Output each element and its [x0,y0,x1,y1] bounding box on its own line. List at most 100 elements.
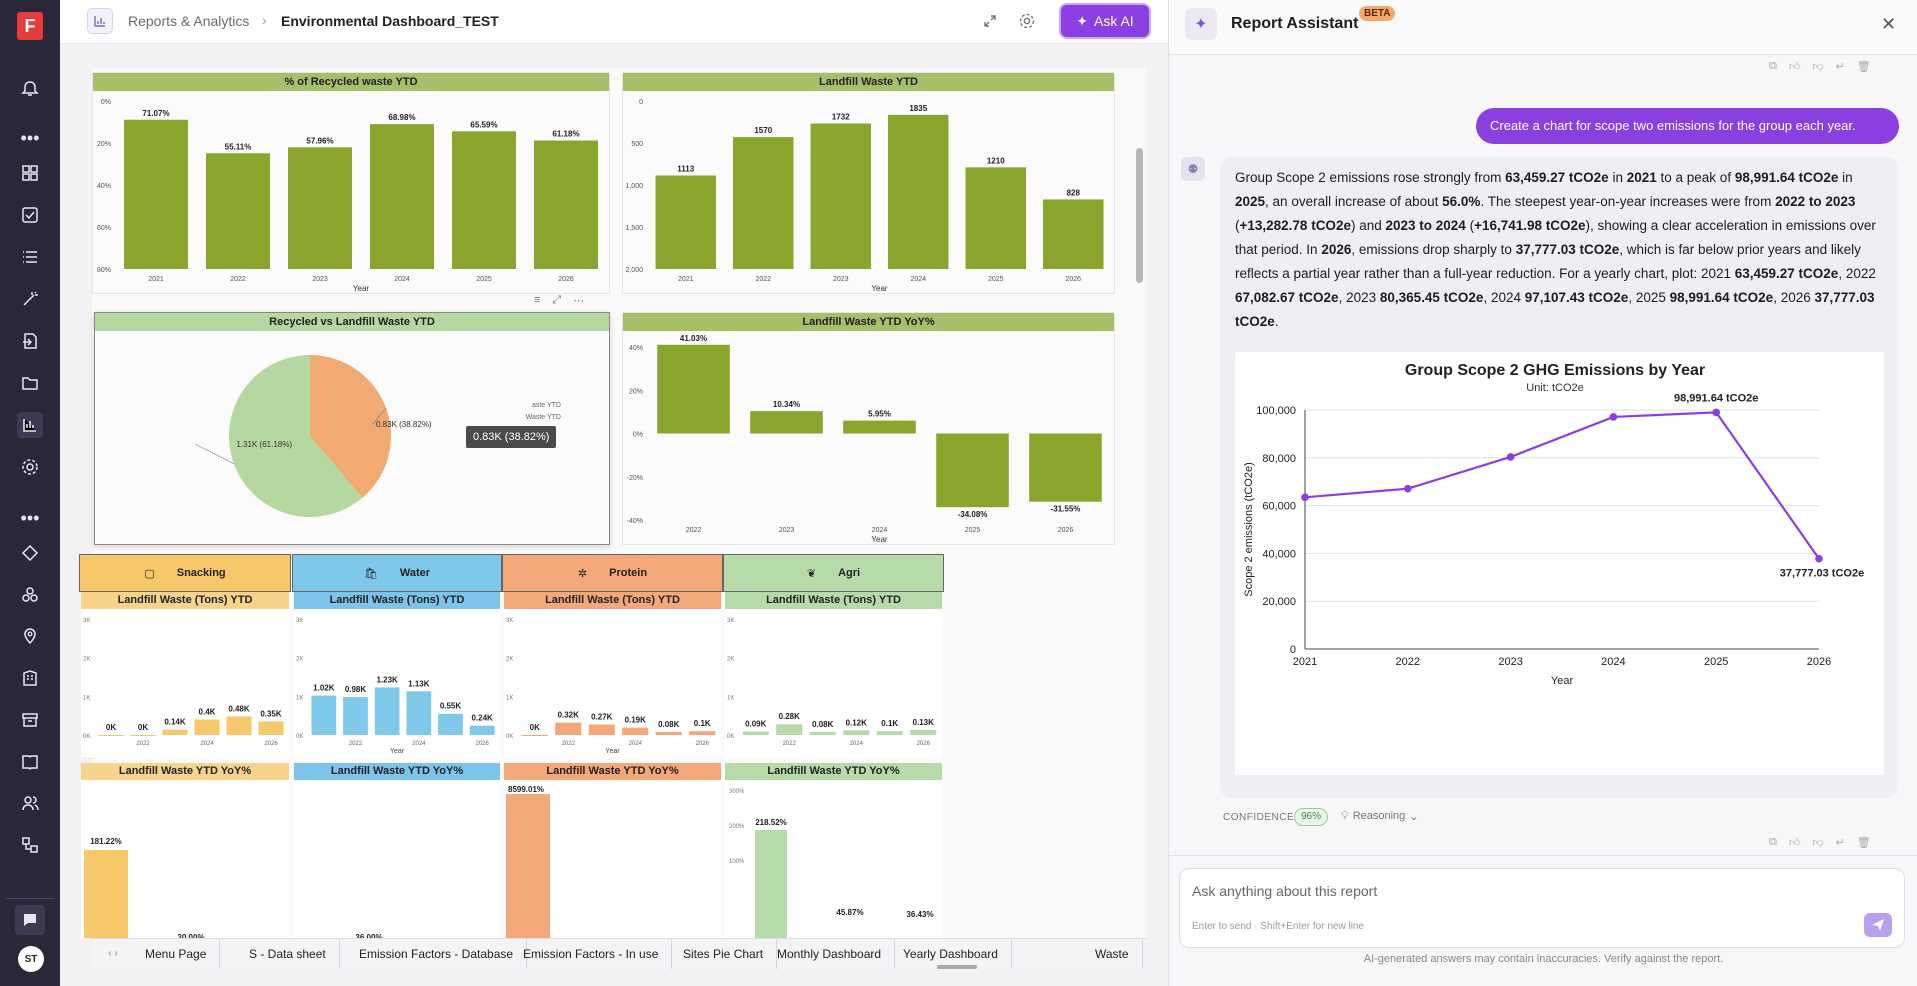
horizontal-scrollbar[interactable] [937,965,977,969]
chat-icon[interactable] [15,905,45,935]
sheet-tab[interactable]: Emission Factors - Database [346,939,528,969]
link-nodes-icon[interactable] [17,832,43,858]
chat-input[interactable]: Ask anything about this report [1192,883,1378,899]
list-icon[interactable] [17,244,43,270]
magic-wand-icon[interactable] [17,286,43,312]
segment-header-agri[interactable]: ❦ Agri [723,554,944,592]
bar [655,731,682,735]
segment-header-protein[interactable]: ✲ Protein [502,554,723,592]
y-tick-label: 40,000 [1262,548,1296,560]
folder-icon[interactable] [17,370,43,396]
segment-yoy-chart[interactable]: 36.00% [294,780,500,938]
y-tick-label: 1K [506,695,513,701]
y-tick-label: 1K [296,695,303,701]
segment-bar-chart[interactable]: 3K 2K 1K 0K 0K 0.32K 0.27K 0.19K 0.08K 0.1K 2022 20… [504,609,721,757]
y-tick-label: 3K [296,618,303,624]
segment-yoy-chart[interactable]: 8599.01% [504,780,721,938]
chat-input-box[interactable]: Ask anything about this report Enter to … [1179,868,1905,948]
sheet-tab[interactable]: S - Data sheet [236,939,340,969]
x-tick-label: 2026 [1058,527,1074,534]
copy-icon[interactable]: ⧉ [1769,836,1777,848]
filter-icon[interactable]: ≡ [534,294,541,306]
users-icon[interactable] [17,790,43,816]
snack-icon: ▢ [144,567,155,580]
chart-landfill-yoy[interactable]: Landfill Waste YTD YoY% 40% 20% 0% -20% -40%… [622,312,1115,545]
pie-label: 0.83K (38.82%) [376,420,432,429]
vertical-scrollbar[interactable] [1136,148,1143,283]
assistant-title: Report Assistant [1231,15,1359,32]
message-text-run: 67,082.67 tCO2e [1235,290,1339,305]
sheet-tab[interactable]: Yearly Dashboard [890,939,1012,969]
segment-bar-chart[interactable]: 3K 2K 1K 0K 0K 0K 0.14K 0.4K 0.48K 0.35K 2022 2024 2… [81,609,289,757]
bell-icon[interactable] [17,76,43,102]
segment-name: Agri [838,567,861,579]
segment-header-water[interactable]: 🛍︎ Water [292,554,502,592]
focus-icon[interactable]: ⤢ [552,294,562,306]
thumbs-down-icon[interactable]: 👎︎ [1812,61,1824,73]
data-label: 8599.01% [508,785,544,794]
thumbs-up-icon[interactable]: 👍︎ [1788,837,1801,849]
data-label: 0.27K [591,713,613,722]
message-text-run: . The steepest year-on-year increases we… [1480,194,1776,209]
expand-icon[interactable] [982,13,998,34]
segment-yoy-chart[interactable]: 300% 200% 100% 218.52% 45.87% 36.43% [725,780,942,938]
bar [162,729,188,735]
pie-tooltip: 0.83K (38.82%) [466,426,557,448]
location-pin-icon[interactable] [17,623,43,649]
y-tick-label: 40% [629,345,643,352]
avatar[interactable]: ST [18,946,44,972]
segment-yoy-title: Landfill Waste YTD YoY% [504,763,721,780]
building-icon[interactable] [17,665,43,691]
dashboard-icon[interactable] [17,160,43,186]
app-logo[interactable]: F [17,12,43,40]
thumbs-up-icon[interactable]: 👍︎ [1788,61,1801,73]
y-tick-label: 0K [83,734,90,740]
more-icon-2[interactable]: ••• [20,507,40,528]
y-tick-label: 200% [729,824,745,830]
copy-icon[interactable]: ⧉ [1769,60,1777,72]
segment-bar-chart[interactable]: 3K 2K 1K 0K 1.02K 0.98K 1.23K 1.13K 0.55K 0.24K 20… [294,609,500,757]
network-icon[interactable] [17,582,43,608]
bag-icon: 🛍︎ [363,567,378,580]
sheet-tab[interactable]: Menu Page [132,939,221,969]
sheet-tab[interactable]: Emission Factors - In use [510,939,673,969]
book-icon[interactable] [17,749,43,775]
tag-icon[interactable] [17,540,43,566]
send-button[interactable] [1864,913,1892,937]
trash-icon[interactable]: 🗑︎ [1856,61,1871,73]
chart-landfill[interactable]: Landfill Waste YTD 0 500 1,000 1,500 2,000 11… [622,72,1115,294]
segment-bar-chart[interactable]: 3K 2K 1K 0K 0.09K 0.28K 0.08K 0.12K 0.1K 0.13K 202… [725,609,942,757]
close-icon[interactable]: ✕ [1881,14,1897,34]
more-icon[interactable]: ••• [20,127,40,148]
settings-gear-icon[interactable] [1018,12,1036,35]
reasoning-toggle[interactable]: 💡︎ Reasoning ⌄ [1341,810,1419,823]
segment-yoy-bars: 36.00% [355,933,382,938]
sheet-tab[interactable]: Sites Pie Chart [670,939,778,969]
thumbs-down-icon[interactable]: 👎︎ [1812,837,1824,849]
breadcrumb-section[interactable]: Reports & Analytics [128,13,250,29]
message-text-run: Group Scope 2 emissions rose strongly fr… [1235,170,1506,185]
archive-icon[interactable] [17,707,43,733]
segment-header-snacking[interactable]: ▢ Snacking [79,554,291,592]
data-label: 71.07% [142,109,169,118]
data-label: 36.00% [355,933,382,938]
gear-icon[interactable] [17,454,43,480]
ask-ai-button[interactable]: ✦ Ask AI [1061,5,1149,37]
trash-icon[interactable]: 🗑︎ [1856,837,1871,849]
reply-icon[interactable]: ↵ [1835,61,1845,73]
data-point [1712,408,1720,417]
chart-recycled-vs-landfill[interactable]: Recycled vs Landfill Waste YTD 0.83K (38… [94,312,610,545]
chart-recycled-pct[interactable]: % of Recycled waste YTD 0% 20% 40% 60% 80% 71… [92,72,610,294]
tab-scroll-arrows[interactable]: ‹ › [108,948,118,959]
reports-icon[interactable] [17,412,43,438]
bar [655,175,716,269]
checkbox-icon[interactable] [17,202,43,228]
segment-yoy-chart[interactable]: 181.22% 30.00% [81,780,289,938]
data-label: 0.55K [440,702,462,711]
message-text-run: , an overall increase of about [1265,194,1443,209]
reply-icon[interactable]: ↵ [1835,837,1845,849]
more-options-icon[interactable]: ⋯ [573,295,585,307]
sheet-tab[interactable]: Monthly Dashboard [764,939,896,969]
sheet-tab[interactable]: Waste [1082,939,1143,969]
import-icon[interactable] [17,328,43,354]
